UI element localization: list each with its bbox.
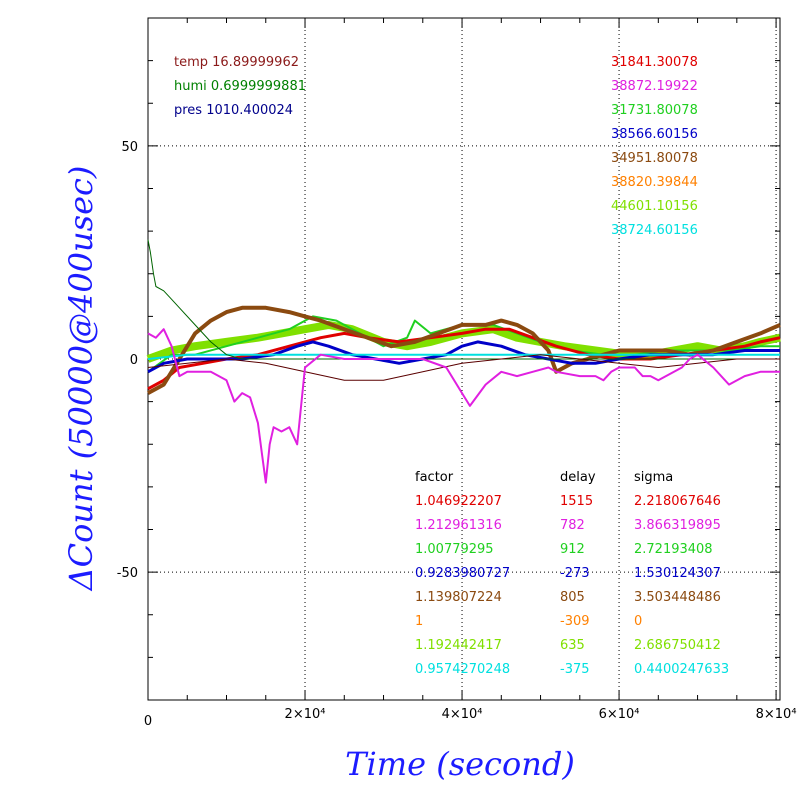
table-cell-factor: 1.212961316 — [415, 518, 502, 533]
x-axis-title: Time (second) — [345, 745, 575, 783]
series-line — [147, 328, 780, 484]
table-cell-delay: 635 — [560, 638, 585, 653]
series-line — [147, 354, 780, 381]
x-tick-label: 8×10⁴ — [756, 707, 797, 722]
env-readout: pres 1010.400024 — [174, 103, 293, 118]
mean-value: 38724.60156 — [611, 223, 698, 238]
table-header: delay — [560, 470, 596, 485]
x-tick-label: 4×10⁴ — [442, 707, 483, 722]
y-axis-title: ΔCount (50000@400usec) — [62, 166, 100, 593]
table-cell-delay: 805 — [560, 590, 585, 605]
table-cell-delay: 912 — [560, 542, 585, 557]
y-tick-label: -50 — [117, 566, 138, 581]
table-header: factor — [415, 470, 454, 485]
env-readout: temp 16.89999962 — [174, 55, 299, 70]
mean-value: 44601.10156 — [611, 199, 698, 214]
mean-value: 38566.60156 — [611, 127, 698, 142]
table-cell-factor: 1.192442417 — [415, 638, 502, 653]
table-cell-sigma: 0.4400247633 — [634, 662, 729, 677]
table-cell-delay: 1515 — [560, 494, 593, 509]
mean-value: 31731.80078 — [611, 103, 698, 118]
y-tick-label: 0 — [130, 353, 138, 368]
mean-value: 34951.80078 — [611, 151, 698, 166]
annotations: temp 16.89999962 humi 0.6999999881 pres 10… — [174, 55, 729, 677]
table-cell-sigma: 3.866319895 — [634, 518, 721, 533]
mean-value: 38872.19922 — [611, 79, 698, 94]
table-cell-factor: 1.139807224 — [415, 590, 502, 605]
x-tick-label: 0 — [144, 714, 152, 729]
mean-value: 38820.39844 — [611, 175, 698, 190]
axis-ticks — [147, 18, 780, 700]
mean-value: 31841.30078 — [611, 55, 698, 70]
env-readout: humi 0.6999999881 — [174, 79, 306, 94]
series-layer — [146, 239, 781, 484]
table-cell-delay: -375 — [560, 662, 590, 677]
table-cell-delay: -309 — [560, 614, 590, 629]
table-cell-factor: 0.9574270248 — [415, 662, 510, 677]
series-line — [147, 239, 780, 360]
table-cell-sigma: 2.72193408 — [634, 542, 713, 557]
y-tick-label: 50 — [121, 140, 138, 155]
tick-labels: 0 2×10⁴ 4×10⁴ 6×10⁴ 8×10⁴ 50 0 -50 — [117, 140, 797, 729]
table-cell-sigma: 2.686750412 — [634, 638, 721, 653]
series-line — [147, 305, 781, 395]
table-cell-sigma: 3.503448486 — [634, 590, 721, 605]
table-cell-sigma: 0 — [634, 614, 642, 629]
table-cell-factor: 1.046922207 — [415, 494, 502, 509]
series-line — [147, 353, 780, 360]
x-tick-label: 6×10⁴ — [599, 707, 640, 722]
table-cell-sigma: 1.530124307 — [634, 566, 721, 581]
table-cell-sigma: 2.218067646 — [634, 494, 721, 509]
table-header: sigma — [634, 470, 673, 485]
table-cell-factor: 1 — [415, 614, 423, 629]
table-cell-delay: -273 — [560, 566, 590, 581]
x-tick-label: 2×10⁴ — [285, 707, 326, 722]
table-cell-factor: 1.00779295 — [415, 542, 494, 557]
table-cell-factor: 0.9283980727 — [415, 566, 510, 581]
table-cell-delay: 782 — [560, 518, 585, 533]
